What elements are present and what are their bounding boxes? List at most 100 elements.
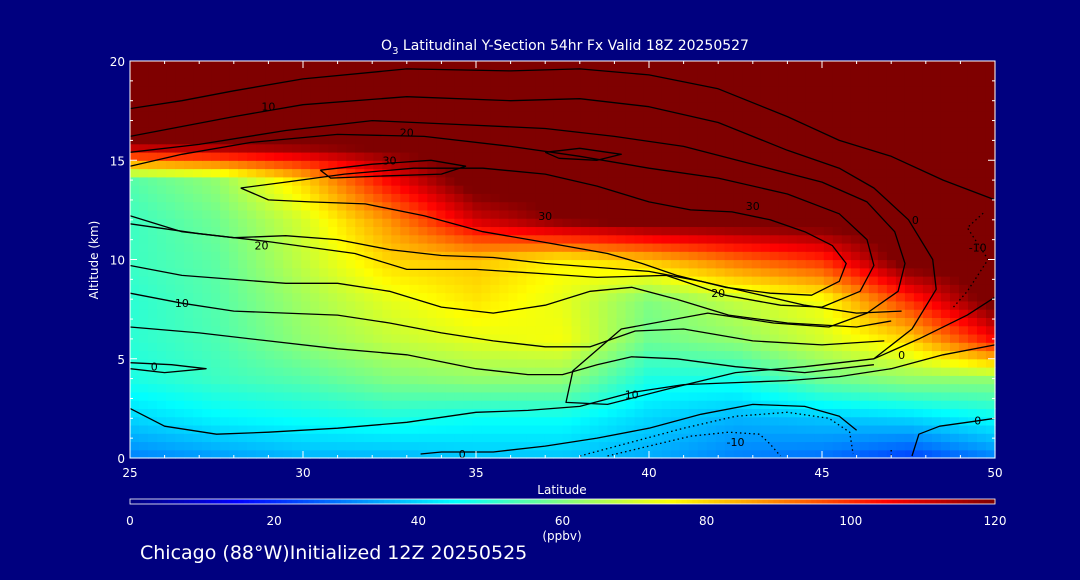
colorbar-swatch	[459, 499, 466, 504]
colorbar-swatch	[713, 499, 720, 504]
heatmap-cell	[958, 218, 969, 228]
heatmap-cell	[643, 416, 654, 426]
heatmap-cell	[904, 176, 915, 186]
heatmap-cell	[274, 408, 284, 418]
heatmap-cell	[445, 375, 455, 385]
heatmap-cell	[877, 284, 888, 294]
heatmap-cell	[769, 391, 780, 401]
heatmap-cell	[823, 85, 834, 95]
heatmap-cell	[454, 292, 464, 302]
heatmap-cell	[400, 176, 410, 186]
heatmap-cell	[229, 193, 239, 203]
heatmap-cell	[499, 234, 510, 244]
heatmap-cell	[715, 218, 726, 228]
heatmap-cell	[715, 292, 726, 302]
heatmap-cell	[238, 375, 248, 385]
heatmap-cell	[688, 218, 699, 228]
heatmap-cell	[499, 309, 510, 318]
heatmap-cell	[373, 350, 383, 360]
heatmap-cell	[868, 185, 879, 194]
heatmap-cell	[202, 85, 212, 95]
heatmap-cell	[553, 325, 564, 335]
heatmap-cell	[382, 193, 392, 203]
heatmap-cell	[526, 424, 537, 434]
heatmap-cell	[391, 276, 401, 285]
heatmap-cell	[796, 77, 807, 87]
heatmap-cell	[841, 176, 852, 186]
heatmap-cell	[463, 218, 473, 228]
heatmap-cell	[553, 151, 564, 161]
heatmap-cell	[247, 358, 257, 368]
heatmap-cell	[715, 408, 726, 418]
heatmap-cell	[904, 309, 915, 318]
heatmap-cell	[850, 350, 861, 360]
heatmap-cell	[958, 94, 969, 103]
heatmap-cell	[832, 350, 843, 360]
heatmap-cell	[859, 416, 870, 426]
heatmap-cell	[274, 193, 284, 203]
heatmap-cell	[742, 226, 753, 236]
heatmap-cell	[940, 209, 951, 219]
heatmap-cell	[958, 143, 969, 153]
heatmap-cell	[931, 416, 942, 426]
heatmap-cell	[778, 61, 789, 70]
heatmap-cell	[490, 276, 501, 285]
heatmap-cell	[697, 85, 708, 95]
heatmap-cell	[805, 85, 816, 95]
heatmap-cell	[904, 267, 915, 277]
heatmap-cell	[634, 127, 645, 137]
heatmap-cell	[814, 226, 825, 236]
heatmap-cell	[760, 391, 771, 401]
heatmap-cell	[616, 342, 627, 352]
heatmap-cell	[274, 309, 284, 318]
heatmap-cell	[913, 449, 924, 459]
heatmap-cell	[166, 342, 176, 352]
heatmap-cell	[553, 333, 564, 343]
heatmap-cell	[850, 234, 861, 244]
heatmap-cell	[985, 350, 996, 360]
heatmap-cell	[661, 251, 672, 261]
heatmap-cell	[580, 226, 591, 236]
heatmap-cell	[346, 276, 356, 285]
heatmap-cell	[346, 375, 356, 385]
heatmap-cell	[310, 110, 320, 120]
heatmap-cell	[850, 77, 861, 87]
heatmap-cell	[355, 408, 365, 418]
heatmap-cell	[553, 209, 564, 219]
heatmap-cell	[571, 85, 582, 95]
heatmap-cell	[850, 317, 861, 327]
heatmap-cell	[976, 259, 987, 269]
heatmap-cell	[499, 449, 510, 459]
heatmap-cell	[706, 259, 717, 269]
heatmap-cell	[940, 300, 951, 310]
heatmap-cell	[337, 143, 347, 153]
heatmap-cell	[139, 251, 149, 261]
heatmap-cell	[319, 242, 329, 252]
heatmap-cell	[580, 102, 591, 112]
heatmap-cell	[625, 300, 636, 310]
heatmap-cell	[670, 391, 681, 401]
heatmap-cell	[643, 449, 654, 459]
heatmap-cell	[886, 110, 897, 120]
heatmap-cell	[850, 325, 861, 335]
heatmap-cell	[157, 342, 167, 352]
heatmap-cell	[967, 433, 978, 443]
heatmap-cell	[229, 151, 239, 161]
heatmap-cell	[589, 168, 600, 178]
heatmap-cell	[418, 375, 428, 385]
heatmap-cell	[895, 309, 906, 318]
heatmap-cell	[670, 367, 681, 376]
heatmap-cell	[202, 193, 212, 203]
heatmap-cell	[967, 251, 978, 261]
heatmap-cell	[823, 276, 834, 285]
heatmap-cell	[490, 424, 501, 434]
heatmap-cell	[778, 284, 789, 294]
heatmap-cell	[391, 226, 401, 236]
heatmap-cell	[877, 300, 888, 310]
heatmap-cell	[742, 441, 753, 451]
heatmap-cell	[508, 160, 519, 170]
heatmap-cell	[616, 209, 627, 219]
colorbar-swatch	[627, 499, 634, 504]
heatmap-cell	[607, 69, 618, 79]
heatmap-cell	[688, 259, 699, 269]
